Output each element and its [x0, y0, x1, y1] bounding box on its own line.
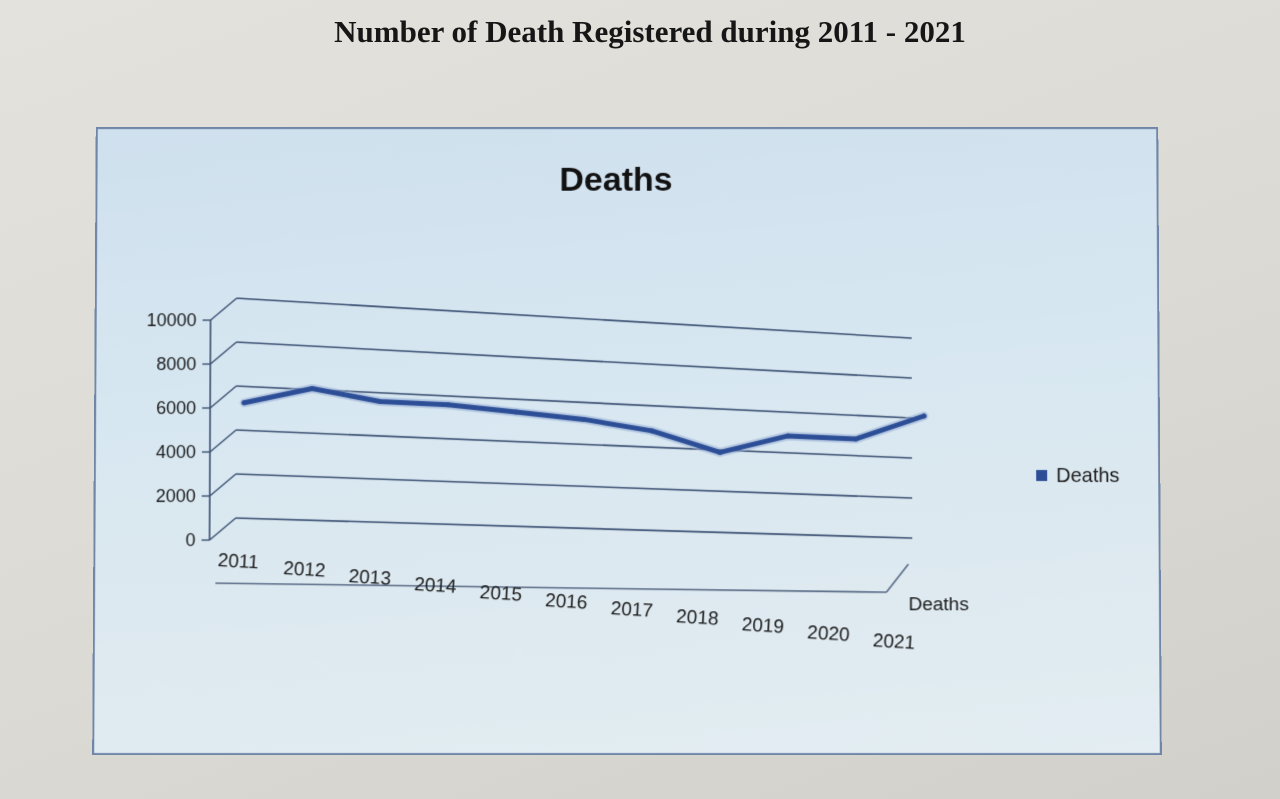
- series-point: [514, 410, 519, 415]
- gridline-side: [210, 474, 236, 496]
- series-point: [582, 417, 587, 422]
- x-tick-label: 2011: [217, 550, 259, 574]
- series-point: [785, 433, 790, 438]
- deaths-chart: Deaths 0 2000 4000 6000 8000 10000 2011 2012 2013…: [94, 129, 1160, 753]
- x-tick-label: 2013: [348, 566, 392, 590]
- gridline: [236, 298, 911, 338]
- x-tick-label: 2017: [610, 598, 654, 622]
- gridline: [236, 342, 912, 378]
- floor-right-edge: [886, 564, 908, 592]
- legend-swatch: [1036, 470, 1047, 481]
- y-axis-line: [210, 320, 211, 540]
- x-tick-label: 2021: [872, 630, 915, 654]
- y-tick-label: 2000: [156, 486, 196, 506]
- series-point: [718, 450, 723, 455]
- depth-axis-label: Deaths: [908, 594, 968, 615]
- x-tick-label: 2014: [414, 574, 458, 598]
- series-point: [853, 436, 858, 441]
- series-point: [310, 386, 315, 391]
- x-tick-label: 2015: [479, 582, 523, 606]
- y-tick-label: 8000: [156, 354, 196, 374]
- series-point: [378, 399, 383, 404]
- y-tick-label: 0: [185, 530, 195, 550]
- page-heading: Number of Death Registered during 2011 -…: [0, 14, 1280, 50]
- y-tick-label: 10000: [147, 310, 197, 330]
- chart-frame: Deaths 0 2000 4000 6000 8000 10000 2011 2012 2013…: [92, 127, 1162, 755]
- series-point: [446, 402, 451, 407]
- x-tick-label: 2019: [741, 614, 785, 638]
- gridline-side: [211, 298, 237, 320]
- gridline-side: [210, 518, 236, 540]
- x-tick-label: 2016: [545, 590, 589, 614]
- gridline-side: [210, 342, 236, 364]
- series-point: [242, 400, 247, 405]
- gridline: [236, 518, 913, 538]
- chart-title: Deaths: [560, 161, 673, 199]
- y-tick-label: 4000: [156, 442, 196, 462]
- series-point: [649, 428, 654, 433]
- x-tick-label: 2020: [807, 622, 851, 646]
- legend-label: Deaths: [1056, 465, 1119, 487]
- series-point: [921, 414, 926, 419]
- y-tick-label: 6000: [156, 398, 196, 418]
- x-tick-label: 2018: [676, 606, 720, 630]
- x-tick-label: 2012: [283, 558, 327, 582]
- gridline-side: [210, 430, 236, 452]
- gridline: [236, 474, 912, 498]
- gridline-side: [210, 386, 236, 408]
